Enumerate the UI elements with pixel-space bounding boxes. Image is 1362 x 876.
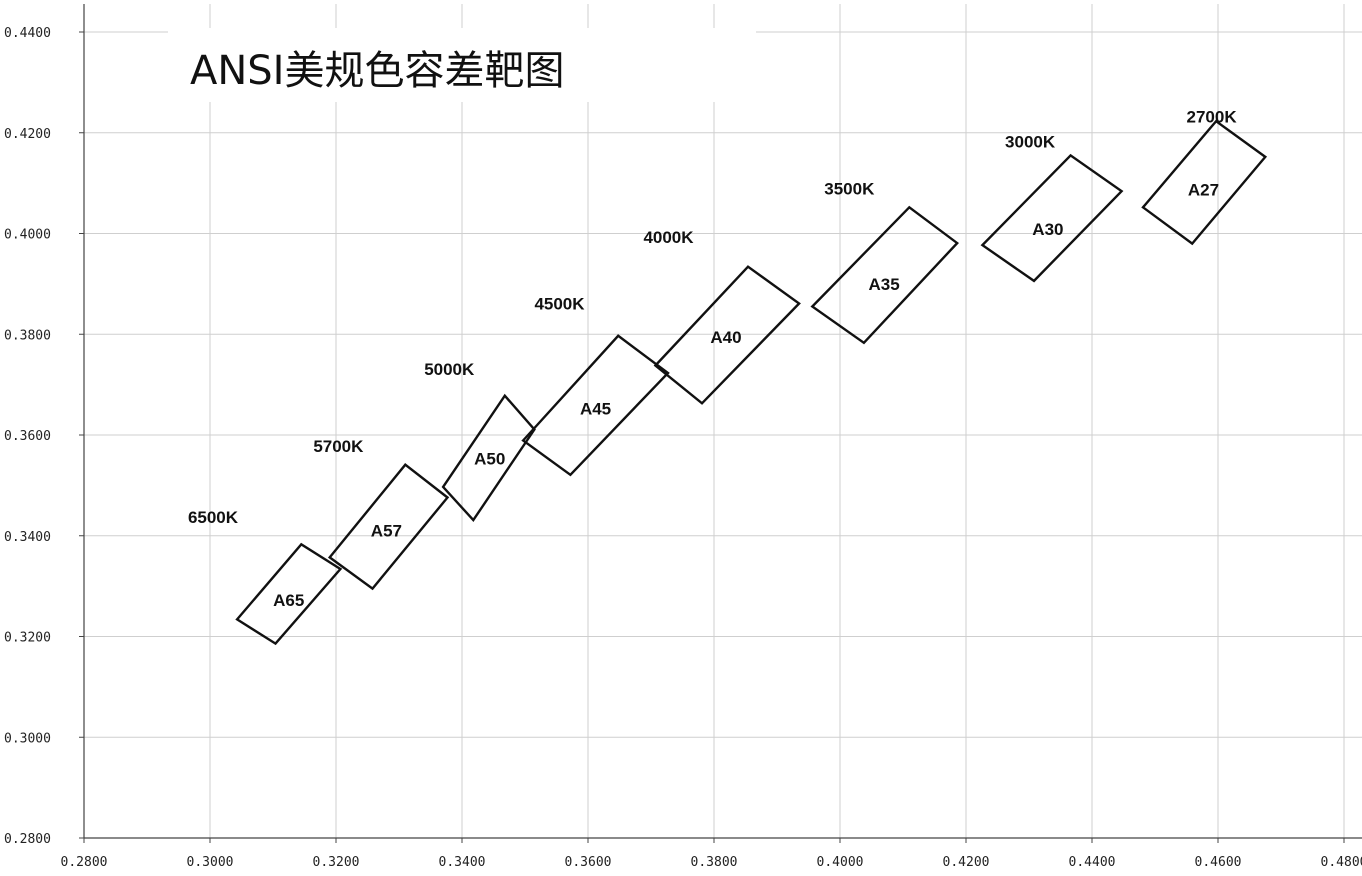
x-tick-label: 0.3000 bbox=[187, 855, 234, 870]
y-tick-label: 0.4200 bbox=[4, 127, 51, 142]
bin-quadrangle-a35 bbox=[810, 205, 959, 345]
bin-quadrangle-a57 bbox=[327, 463, 450, 591]
bin-label-a27: A27 bbox=[1188, 181, 1219, 200]
cct-label-3500k: 3500K bbox=[824, 180, 875, 199]
y-tick-label: 0.3400 bbox=[4, 530, 51, 545]
bin-quadrangle-a40 bbox=[653, 265, 801, 405]
cct-label-5000k: 5000K bbox=[424, 360, 475, 379]
bin-quadrangle-a65 bbox=[235, 542, 343, 646]
y-tick-label: 0.3600 bbox=[4, 429, 51, 444]
x-tick-label: 0.2800 bbox=[61, 855, 108, 870]
x-tick-label: 0.3200 bbox=[313, 855, 360, 870]
x-tick-label: 0.3400 bbox=[439, 855, 486, 870]
chart-title-group: ANSI美规色容差靶图 bbox=[168, 28, 756, 102]
bin-label-a45: A45 bbox=[580, 399, 611, 418]
tick-labels: 0.2800 0.3000 0.3200 0.3400 0.3600 0.3800 0.40… bbox=[4, 26, 1362, 870]
chart-title-background bbox=[168, 28, 756, 102]
x-tick-label: 0.4600 bbox=[1195, 855, 1242, 870]
bin-quadrangle-a45 bbox=[521, 334, 670, 477]
x-tick-label: 0.4200 bbox=[943, 855, 990, 870]
x-tick-label: 0.4400 bbox=[1069, 855, 1116, 870]
bin-label-a35: A35 bbox=[869, 275, 900, 294]
bin-quadrangle-a27 bbox=[1141, 119, 1268, 246]
cct-label-6500k: 6500K bbox=[188, 508, 239, 527]
axes bbox=[79, 4, 1362, 843]
y-tick-label: 0.3200 bbox=[4, 631, 51, 646]
y-tick-label: 0.2800 bbox=[4, 832, 51, 847]
cct-label-2700k: 2700K bbox=[1187, 108, 1238, 127]
cct-label-4000k: 4000K bbox=[643, 228, 694, 247]
bins: A65 6500K A57 5700K A50 5000K A45 4500K A40 4000K… bbox=[188, 108, 1268, 646]
y-tick-label: 0.3000 bbox=[4, 731, 51, 746]
cct-label-5700k: 5700K bbox=[313, 437, 364, 456]
bin-quadrangle-a30 bbox=[980, 153, 1124, 283]
y-tick-label: 0.3800 bbox=[4, 328, 51, 343]
bin-label-a30: A30 bbox=[1032, 220, 1063, 239]
bin-label-a40: A40 bbox=[710, 328, 741, 347]
cct-label-3000k: 3000K bbox=[1005, 132, 1056, 151]
y-tick-label: 0.4400 bbox=[4, 26, 51, 41]
chart-title: ANSI美规色容差靶图 bbox=[190, 48, 564, 94]
bin-label-a57: A57 bbox=[371, 522, 402, 541]
x-tick-label: 0.4000 bbox=[817, 855, 864, 870]
x-tick-label: 0.3800 bbox=[691, 855, 738, 870]
y-tick-label: 0.4000 bbox=[4, 228, 51, 243]
grid bbox=[84, 4, 1362, 838]
cct-label-4500k: 4500K bbox=[534, 295, 585, 314]
bin-label-a65: A65 bbox=[273, 591, 304, 610]
x-tick-label: 0.3600 bbox=[565, 855, 612, 870]
bin-label-a50: A50 bbox=[474, 450, 505, 469]
